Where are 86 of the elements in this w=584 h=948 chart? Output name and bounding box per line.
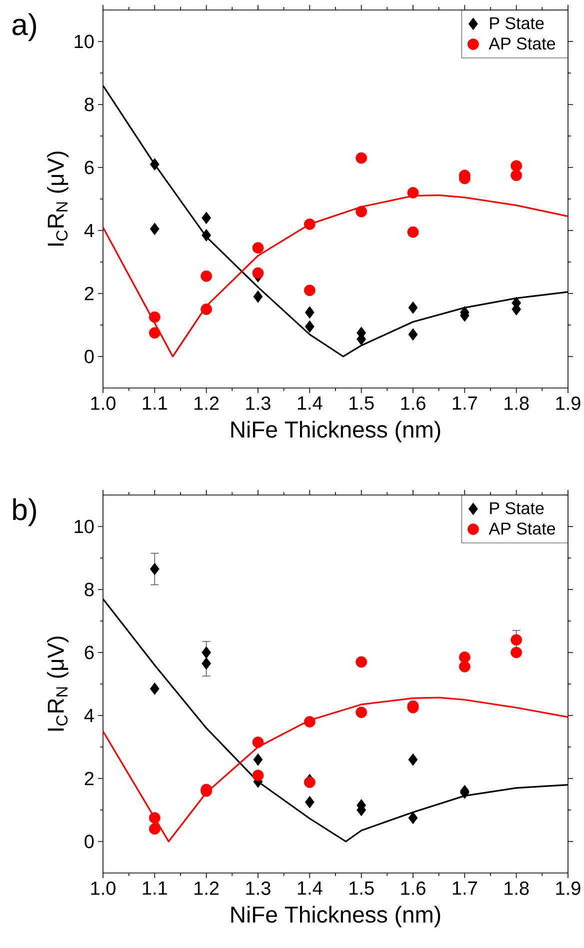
x-axis-title: NiFe Thickness (nm) — [231, 906, 440, 928]
y-axis-title: I$_{C}$R$_{N}$ (μV) — [47, 152, 68, 246]
point — [304, 716, 316, 728]
point — [202, 657, 212, 670]
y-tick-label: 2 — [84, 286, 94, 300]
point — [150, 682, 160, 695]
point — [304, 796, 314, 808]
point — [253, 290, 263, 303]
point — [407, 226, 419, 238]
x-tick-label: 1.0 — [91, 396, 116, 410]
y-axis-title: I$_{C}$R$_{N}$ (μV) — [47, 636, 68, 731]
x-axis-title: NiFe Thickness (nm) — [231, 420, 440, 442]
point — [356, 706, 368, 718]
point — [150, 222, 160, 236]
x-tick-label: 1.9 — [556, 882, 580, 895]
point — [202, 212, 212, 224]
y-tick-label: 8 — [84, 98, 94, 112]
x-tick-label: 1.3 — [246, 396, 270, 410]
point — [252, 770, 264, 782]
y-tick-label: 8 — [84, 582, 94, 596]
x-tick-label: 1.4 — [298, 882, 322, 895]
y-tick-label: 2 — [84, 772, 94, 786]
point — [202, 646, 212, 659]
point — [148, 823, 160, 835]
x-tick-label: 1.6 — [401, 396, 426, 410]
y-tick-label: 10 — [74, 34, 94, 48]
point — [253, 753, 263, 766]
x-tick-label: 1.3 — [246, 882, 270, 895]
x-tick-label: 1.1 — [142, 396, 167, 410]
point — [200, 270, 212, 282]
point — [200, 304, 212, 315]
x-tick-label: 1.5 — [350, 882, 374, 895]
point — [304, 306, 314, 319]
x-tick-label: 1.5 — [350, 396, 374, 410]
legend-label: P State — [490, 502, 544, 514]
point — [202, 229, 212, 242]
point — [150, 562, 160, 576]
point — [252, 242, 264, 254]
point — [356, 206, 368, 218]
x-tick-label: 1.1 — [142, 882, 167, 895]
point — [510, 160, 522, 172]
y-tick-label: 0 — [84, 834, 94, 848]
point — [148, 311, 160, 323]
chart-title: a) — [12, 13, 36, 42]
x-tick-label: 1.0 — [91, 882, 116, 895]
x-tick-label: 1.6 — [401, 882, 426, 895]
point — [356, 152, 368, 164]
x-tick-label: 1.4 — [298, 396, 322, 410]
x-tick-label: 1.8 — [504, 396, 529, 410]
point — [408, 753, 418, 766]
y-tick-label: 6 — [84, 646, 94, 660]
x-tick-label: 1.7 — [452, 882, 477, 895]
x-tick-label: 1.7 — [452, 396, 477, 410]
y-tick-label: 6 — [84, 160, 94, 174]
line-series — [103, 696, 568, 842]
point — [304, 320, 314, 333]
point — [252, 736, 264, 748]
point — [150, 158, 160, 171]
point — [407, 186, 419, 198]
point — [458, 652, 470, 663]
y-tick-label: 0 — [84, 350, 94, 364]
point — [148, 327, 160, 339]
chart-title: b) — [13, 498, 36, 526]
y-tick-label: 4 — [84, 708, 94, 722]
point — [408, 301, 418, 314]
y-tick-label: 10 — [74, 520, 94, 534]
x-tick-label: 1.8 — [504, 882, 529, 895]
legend-label: P State — [490, 17, 544, 30]
point — [252, 267, 264, 279]
point — [510, 646, 522, 658]
point — [408, 812, 418, 824]
point — [148, 812, 160, 824]
legend-label: AP State — [488, 522, 556, 535]
point — [510, 170, 522, 182]
point — [458, 660, 470, 672]
x-tick-label: 1.2 — [194, 396, 219, 410]
x-tick-label: 1.2 — [194, 882, 219, 895]
point — [510, 634, 522, 646]
point — [304, 218, 316, 230]
point — [304, 776, 316, 788]
point — [304, 284, 316, 296]
point — [356, 656, 368, 668]
legend-label: AP State — [488, 38, 556, 50]
y-tick-label: 4 — [84, 224, 94, 238]
point — [408, 328, 418, 341]
x-tick-label: 1.9 — [556, 396, 580, 410]
